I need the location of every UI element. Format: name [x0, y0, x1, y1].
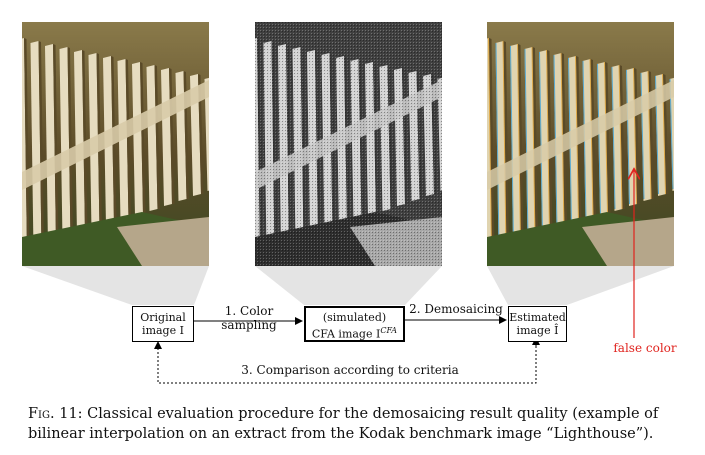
step1-label: 1. Color sampling	[214, 304, 284, 332]
step1-line2: sampling	[221, 318, 277, 332]
projection-original	[22, 266, 209, 305]
cfa-block-line2: CFA image I	[311, 327, 381, 341]
step1-line1: 1. Color	[224, 304, 274, 318]
original-block-line1: Original	[140, 311, 186, 324]
cfa-fence-image	[255, 22, 442, 266]
figure-caption: Fig. 11: Classical evaluation procedure …	[28, 404, 698, 444]
projection-cfa	[255, 266, 442, 305]
arrow-comparison-path	[157, 342, 537, 384]
cfa-block-superscript: CFA	[380, 326, 398, 335]
original-image-block: Original image I	[132, 306, 194, 342]
original-fence-image	[22, 22, 209, 266]
estimated-block-line1: Estimated	[509, 311, 566, 324]
caption-text: Classical evaluation procedure for the d…	[28, 406, 659, 442]
cfa-block-line1: (simulated)	[322, 311, 387, 324]
original-block-line2: image I	[142, 324, 184, 337]
cfa-image-panel	[255, 22, 442, 266]
step3-label: 3. Comparison according to criteria	[241, 363, 459, 377]
projection-estimated	[487, 266, 674, 305]
cfa-image-block: (simulated) CFA image ICFA	[304, 306, 405, 342]
step2-label: 2. Demosaicing	[409, 302, 503, 316]
figure-number: Fig. 11:	[28, 406, 83, 422]
diagram-connectors	[22, 0, 674, 384]
estimated-block-line2: image Î	[516, 324, 559, 337]
original-image-panel	[22, 22, 209, 266]
estimated-image-block: Estimated image Î	[508, 306, 567, 342]
false-color-label: false color	[613, 341, 677, 355]
